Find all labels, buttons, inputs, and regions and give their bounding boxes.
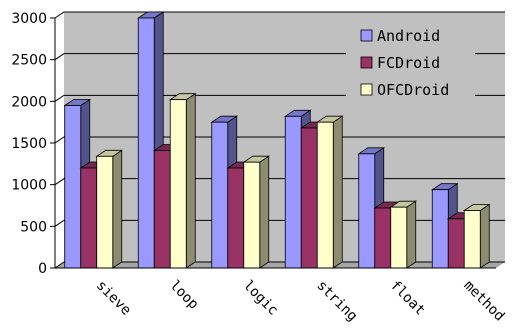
y-tick-label: 1500 <box>11 136 47 152</box>
legend-swatch-android <box>360 29 373 42</box>
legend: Android FCDroid OFCDroid <box>346 18 475 109</box>
x-tick-label: float <box>387 278 428 319</box>
legend-swatch-fcdroid <box>360 56 373 69</box>
bar-front <box>300 127 318 269</box>
y-tick-label: 2000 <box>11 94 47 110</box>
gridline <box>54 178 505 186</box>
legend-label-fcdroid: FCDroid <box>377 54 440 72</box>
bar-front <box>431 189 449 269</box>
x-tick-label: loop <box>166 278 201 313</box>
bar-front <box>211 121 229 269</box>
bar-front <box>447 218 465 269</box>
bar-side <box>259 155 270 269</box>
y-axis-ticks: 0 500 1000 1500 2000 2500 3000 <box>11 11 55 277</box>
bar-front <box>463 210 481 269</box>
bar-ofcdroid-method <box>462 203 491 269</box>
bars <box>63 11 491 269</box>
bar-front <box>284 115 302 269</box>
y-tick-label: 3000 <box>11 11 47 27</box>
gridlines <box>54 11 505 269</box>
bar-front <box>64 105 82 269</box>
legend-swatch-ofcdroid <box>360 83 373 96</box>
y-tick-label: 2500 <box>11 53 47 69</box>
gridline <box>54 11 505 19</box>
x-tick-label: logic <box>240 278 281 319</box>
bar-front <box>358 153 376 269</box>
bar-ofcdroid-sieve <box>95 149 124 269</box>
y-tick-label: 0 <box>38 261 47 277</box>
bar-side <box>112 149 123 269</box>
bar-front <box>169 99 187 269</box>
x-axis-labels: sieve loop logic string float method <box>93 278 508 325</box>
bar-front <box>227 167 245 269</box>
bar-side <box>406 200 417 269</box>
y-tick-label: 1000 <box>11 178 47 194</box>
bar-front <box>390 206 408 269</box>
legend-label-ofcdroid: OFCDroid <box>377 81 449 99</box>
bar-side <box>479 203 490 269</box>
bar-front <box>243 161 261 269</box>
bar-front <box>80 167 98 269</box>
bar-front <box>153 150 171 269</box>
bar-ofcdroid-logic <box>242 155 271 269</box>
bar-side <box>185 92 196 269</box>
bar-ofcdroid-string <box>315 115 344 269</box>
x-tick-label: method <box>460 278 507 325</box>
bar-front <box>374 207 392 269</box>
bar-front <box>316 121 334 269</box>
x-tick-label: string <box>313 278 360 325</box>
legend-label-android: Android <box>377 27 440 45</box>
gridline <box>54 136 505 144</box>
bar-ofcdroid-float <box>389 200 418 269</box>
bar-side <box>332 115 343 269</box>
bar-front <box>96 155 114 269</box>
gridline <box>54 261 505 269</box>
gridline <box>54 219 505 227</box>
y-tick-label: 500 <box>20 219 47 235</box>
bar-ofcdroid-loop <box>168 92 197 269</box>
bar-front <box>137 17 155 269</box>
x-tick-label: sieve <box>93 278 134 319</box>
